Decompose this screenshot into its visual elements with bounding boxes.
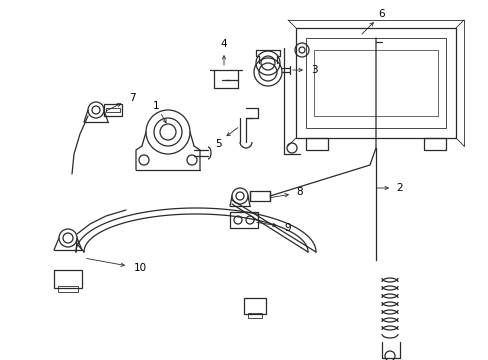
Text: 5: 5 bbox=[214, 139, 221, 149]
Bar bbox=[106, 108, 120, 112]
Text: 9: 9 bbox=[284, 223, 291, 233]
Bar bbox=[249, 191, 269, 201]
Bar bbox=[305, 38, 445, 128]
Bar bbox=[423, 138, 445, 150]
Bar bbox=[295, 28, 455, 138]
Text: 1: 1 bbox=[152, 101, 159, 111]
Bar bbox=[305, 138, 327, 150]
Text: 7: 7 bbox=[128, 93, 135, 103]
Text: 4: 4 bbox=[220, 39, 227, 49]
Text: 3: 3 bbox=[310, 65, 317, 75]
Bar bbox=[104, 104, 122, 116]
Bar bbox=[58, 286, 78, 292]
Text: 2: 2 bbox=[396, 183, 403, 193]
Bar bbox=[247, 313, 262, 318]
Bar bbox=[229, 212, 258, 228]
Bar bbox=[313, 50, 437, 116]
Text: 6: 6 bbox=[378, 9, 385, 19]
Bar bbox=[244, 298, 265, 314]
Bar bbox=[54, 270, 82, 288]
Text: 8: 8 bbox=[296, 187, 303, 197]
Text: 10: 10 bbox=[133, 263, 146, 273]
